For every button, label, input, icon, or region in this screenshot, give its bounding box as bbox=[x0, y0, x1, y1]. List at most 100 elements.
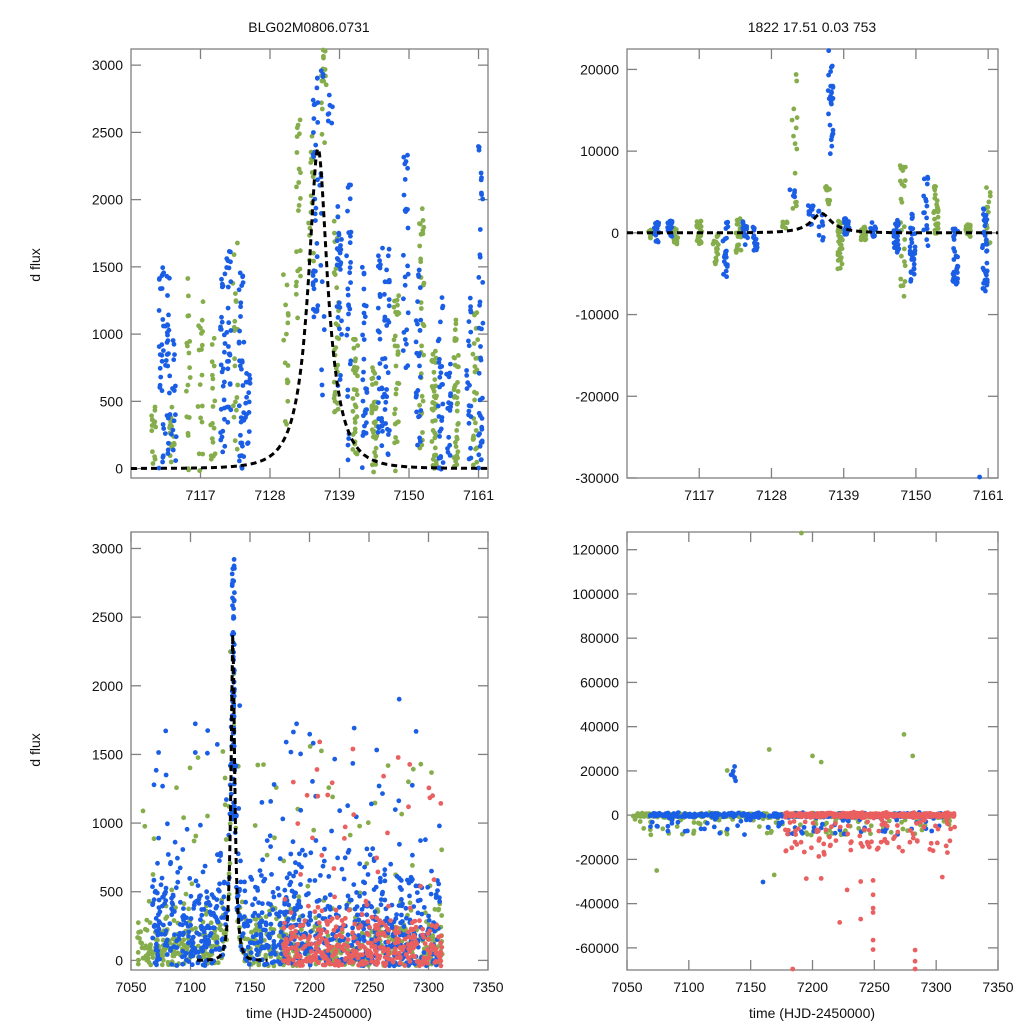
data-point-blue bbox=[382, 878, 388, 884]
data-point-green bbox=[780, 224, 785, 230]
data-point-green bbox=[648, 235, 653, 241]
data-point-green bbox=[307, 744, 313, 749]
data-point-blue bbox=[307, 962, 313, 968]
data-point-red bbox=[374, 855, 380, 861]
data-point-green bbox=[293, 283, 299, 289]
data-point-green bbox=[987, 190, 993, 195]
x-tick-label: 7300 bbox=[921, 979, 952, 995]
data-point-blue bbox=[260, 857, 265, 863]
data-point-blue bbox=[401, 192, 407, 198]
data-point-blue bbox=[237, 458, 242, 464]
data-point-green bbox=[283, 302, 288, 308]
data-point-green bbox=[454, 436, 460, 442]
data-point-green bbox=[255, 762, 261, 768]
data-point-blue bbox=[361, 271, 367, 277]
data-point-red bbox=[401, 944, 407, 950]
data-point-blue bbox=[307, 731, 313, 737]
data-point-green bbox=[319, 100, 324, 106]
data-point-green bbox=[432, 906, 438, 912]
data-point-blue bbox=[394, 912, 399, 917]
x-tick-label: 7200 bbox=[294, 979, 325, 995]
data-point-green bbox=[187, 365, 193, 371]
data-point-green bbox=[285, 380, 290, 386]
data-point-blue bbox=[828, 137, 834, 143]
data-point-green bbox=[231, 403, 236, 409]
data-point-blue bbox=[282, 901, 287, 907]
data-point-green bbox=[698, 218, 704, 224]
data-point-blue bbox=[224, 330, 230, 335]
model-curve bbox=[197, 634, 268, 962]
data-point-red bbox=[356, 925, 361, 931]
data-point-blue bbox=[329, 120, 335, 126]
data-point-red bbox=[380, 920, 385, 926]
y-tick-label: 1500 bbox=[92, 259, 123, 275]
data-point-blue bbox=[383, 399, 389, 405]
data-point-green bbox=[861, 225, 867, 230]
data-point-green bbox=[323, 82, 329, 88]
data-point-blue bbox=[266, 943, 271, 949]
data-point-blue bbox=[368, 903, 374, 909]
data-point-green bbox=[453, 321, 459, 327]
data-point-blue bbox=[236, 287, 242, 293]
data-point-blue bbox=[276, 892, 282, 898]
data-point-green bbox=[285, 320, 291, 326]
data-point-red bbox=[407, 762, 413, 767]
data-point-red bbox=[895, 823, 900, 828]
data-point-red bbox=[385, 956, 391, 962]
plot-frame bbox=[130, 48, 489, 479]
data-point-green bbox=[215, 960, 221, 966]
data-point-green bbox=[370, 434, 376, 440]
data-point-green bbox=[823, 184, 829, 189]
data-point-green bbox=[838, 255, 844, 260]
data-point-blue bbox=[717, 830, 723, 836]
data-point-blue bbox=[891, 233, 897, 239]
data-point-blue bbox=[654, 238, 660, 243]
data-point-blue bbox=[953, 253, 959, 259]
data-point-red bbox=[821, 841, 827, 847]
data-point-blue bbox=[829, 89, 834, 95]
data-point-green bbox=[176, 951, 182, 956]
data-point-blue bbox=[240, 280, 246, 285]
data-point-green bbox=[431, 369, 437, 375]
data-point-green bbox=[452, 327, 458, 333]
data-point-blue bbox=[315, 120, 321, 125]
data-point-blue bbox=[923, 196, 929, 202]
data-point-green bbox=[391, 304, 397, 310]
data-point-blue bbox=[367, 852, 373, 858]
data-point-blue bbox=[312, 101, 318, 107]
data-point-blue bbox=[410, 852, 415, 858]
data-point-green bbox=[430, 933, 436, 939]
data-point-red bbox=[849, 839, 854, 845]
data-point-green bbox=[263, 914, 269, 920]
data-point-green bbox=[311, 258, 316, 264]
data-point-green bbox=[433, 418, 438, 423]
y-tick-label: -10000 bbox=[575, 307, 619, 323]
data-point-blue bbox=[175, 869, 181, 875]
data-point-blue bbox=[468, 445, 473, 451]
data-point-red bbox=[865, 819, 870, 825]
data-point-blue bbox=[238, 415, 244, 420]
data-point-green bbox=[373, 453, 379, 459]
data-point-green bbox=[184, 946, 190, 952]
data-point-blue bbox=[738, 818, 744, 824]
data-point-blue bbox=[167, 373, 173, 379]
data-point-blue bbox=[754, 245, 760, 250]
data-point-red bbox=[294, 947, 299, 952]
data-point-red bbox=[383, 961, 389, 966]
data-point-blue bbox=[267, 833, 273, 839]
data-point-red bbox=[386, 951, 391, 957]
data-point-blue bbox=[819, 220, 825, 226]
data-point-blue bbox=[298, 882, 303, 887]
data-point-green bbox=[151, 836, 157, 842]
data-point-blue bbox=[163, 885, 169, 891]
data-point-green bbox=[791, 133, 796, 139]
data-point-blue bbox=[271, 894, 277, 900]
data-point-blue bbox=[704, 812, 710, 818]
data-point-blue bbox=[310, 97, 316, 103]
data-point-blue bbox=[226, 320, 232, 326]
data-point-red bbox=[882, 821, 888, 827]
data-point-green bbox=[967, 233, 973, 239]
data-point-blue bbox=[152, 922, 158, 928]
data-point-blue bbox=[652, 231, 657, 237]
data-point-blue bbox=[669, 224, 675, 230]
